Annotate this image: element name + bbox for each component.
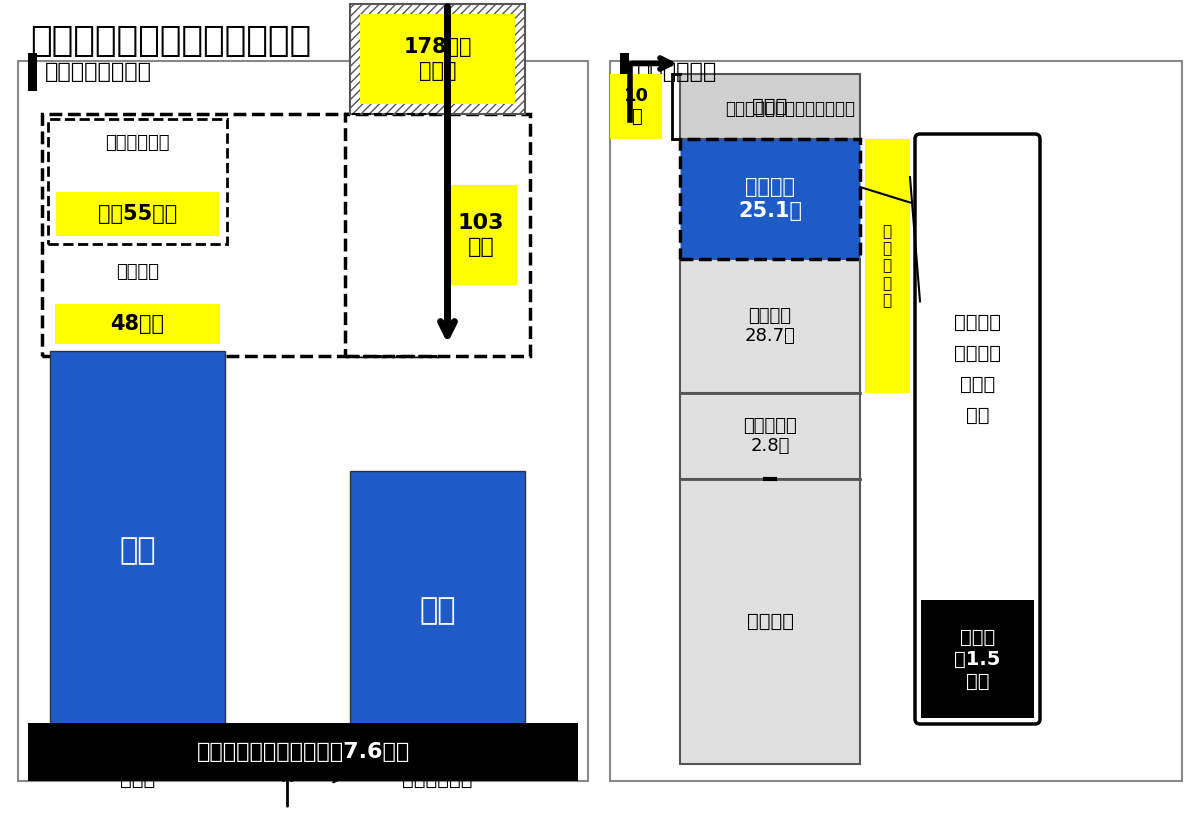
Text: 課税: 課税 (419, 597, 456, 626)
Text: 基礎控除: 基礎控除 (116, 263, 158, 282)
Bar (680, 479, 860, 764)
Bar (50, 351, 226, 751)
Bar (610, 74, 662, 139)
Bar (55, 304, 220, 344)
Bar (680, 139, 860, 259)
Text: 現　行: 現 行 (120, 769, 155, 789)
Bar (680, 393, 860, 479)
Text: 消費税: 消費税 (752, 97, 787, 116)
Bar (360, 14, 515, 104)
Bar (28, 53, 37, 91)
Text: 10
％: 10 ％ (624, 87, 648, 126)
Bar (680, 74, 860, 139)
Bar (445, 185, 517, 285)
Bar (350, 471, 526, 751)
Bar (346, 114, 530, 356)
Text: 最低55万円: 最低55万円 (98, 204, 178, 224)
Text: 給与所得控除: 給与所得控除 (106, 134, 169, 152)
Text: １リットル当たりの価格内訳: １リットル当たりの価格内訳 (725, 100, 854, 118)
Bar (28, 723, 578, 781)
Bar (610, 61, 1182, 781)
Bar (48, 119, 227, 244)
Text: 国民民主党案: 国民民主党案 (402, 769, 473, 789)
Text: 上乗せ分
25.1円: 上乗せ分 25.1円 (738, 177, 802, 221)
Text: 本体価格: 本体価格 (746, 612, 793, 631)
Text: 減収額
約1.5
兆円: 減収額 約1.5 兆円 (954, 628, 1001, 690)
Text: 所得税の控除拡大: 所得税の控除拡大 (46, 62, 152, 82)
Text: 国と地方の減収額　計約7.6兆円: 国と地方の減収額 計約7.6兆円 (197, 742, 409, 762)
Text: 本則税率
28.7円: 本則税率 28.7円 (744, 306, 796, 346)
Bar (42, 114, 437, 356)
Bar (350, 4, 526, 114)
Bar (620, 53, 629, 91)
Text: 48万円: 48万円 (110, 314, 164, 334)
Bar (922, 600, 1034, 718)
Text: 国民民主党が主張する減税案: 国民民主党が主張する減税案 (30, 24, 311, 58)
Text: 課税: 課税 (119, 536, 156, 565)
Bar (18, 61, 588, 781)
Bar (56, 192, 220, 236)
Bar (865, 139, 910, 393)
Text: ガ
ソ
リ
ン
税: ガ ソ リ ン 税 (882, 224, 892, 308)
Bar (680, 259, 860, 393)
FancyBboxPatch shape (916, 134, 1040, 724)
Text: 石油石炭税
2.8円: 石油石炭税 2.8円 (743, 417, 797, 456)
Text: 178万円
に拡大: 178万円 に拡大 (403, 38, 472, 81)
Text: ガソリン減税: ガソリン減税 (637, 62, 718, 82)
Text: 103
万円: 103 万円 (457, 213, 504, 257)
Text: トリガー
条項発動
で課税
中止: トリガー 条項発動 で課税 中止 (954, 313, 1001, 425)
